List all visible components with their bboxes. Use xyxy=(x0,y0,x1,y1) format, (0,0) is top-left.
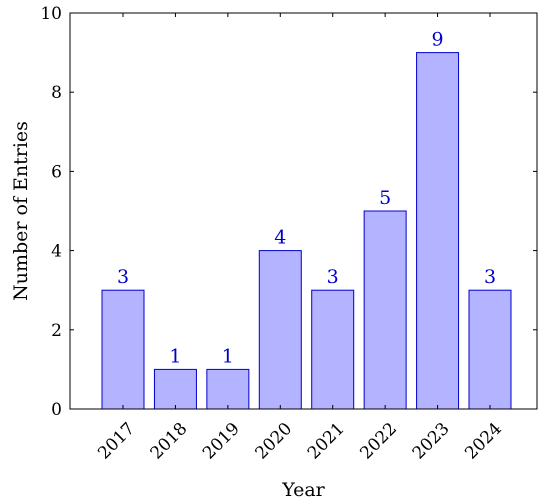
y-tick-label-0: 0 xyxy=(51,400,62,420)
y-tick-label-8: 8 xyxy=(51,83,62,103)
x-tick-label-2018: 2018 xyxy=(147,419,192,464)
data-label-2021: 3 xyxy=(327,266,339,288)
y-tick-label-4: 4 xyxy=(51,242,62,262)
data-label-2022: 5 xyxy=(379,187,391,209)
x-axis-label: Year xyxy=(281,479,325,501)
bar-2018 xyxy=(153,368,197,410)
bar-2019 xyxy=(206,368,250,410)
bar-2021 xyxy=(311,289,355,410)
bars-group xyxy=(101,52,512,410)
data-label-2019: 1 xyxy=(222,345,234,367)
data-labels-group: 3 1 1 4 3 5 9 3 xyxy=(117,29,496,368)
data-label-2024: 3 xyxy=(484,266,496,288)
x-tick-label-2020: 2020 xyxy=(252,419,297,464)
bar-2023 xyxy=(416,52,460,410)
y-tick-label-2: 2 xyxy=(51,321,62,341)
bar-2017 xyxy=(101,289,145,410)
y-tick-label-10: 10 xyxy=(40,4,62,24)
x-tick-label-2024: 2024 xyxy=(461,419,506,464)
y-tick-label-6: 6 xyxy=(51,162,62,182)
bar-2022 xyxy=(363,210,407,410)
plot-frame xyxy=(69,12,538,410)
x-tick-label-2019: 2019 xyxy=(199,419,244,464)
x-tick-label-2023: 2023 xyxy=(409,419,454,464)
data-label-2023: 9 xyxy=(432,29,444,51)
data-label-2020: 4 xyxy=(274,227,286,249)
y-axis-label: Number of Entries xyxy=(10,121,32,301)
x-tick-label-2017: 2017 xyxy=(94,419,139,464)
y-axis-ticks: 0 2 4 6 8 10 xyxy=(40,4,537,420)
x-tick-label-2022: 2022 xyxy=(356,419,401,464)
x-tick-label-2021: 2021 xyxy=(304,419,349,464)
data-label-2018: 1 xyxy=(169,345,181,367)
data-label-2017: 3 xyxy=(117,266,129,288)
bar-2020 xyxy=(258,250,302,410)
bar-2024 xyxy=(468,289,512,410)
